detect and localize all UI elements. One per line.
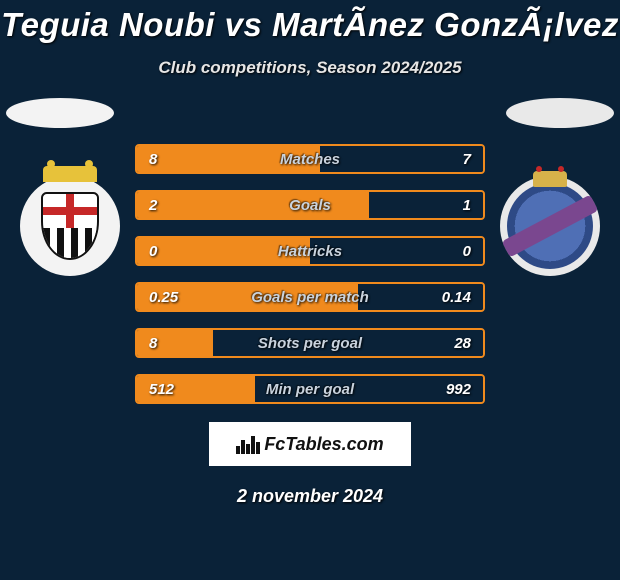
stat-value-left: 0 [137, 238, 169, 264]
crest-right-badge [507, 183, 593, 269]
stat-value-right: 0.14 [430, 284, 483, 310]
stat-row: 21Goals [135, 190, 485, 220]
stat-value-right: 1 [451, 192, 483, 218]
stat-value-left: 8 [137, 146, 169, 172]
stat-value-right: 7 [451, 146, 483, 172]
stat-value-left: 512 [137, 376, 186, 402]
content-root: Teguia Noubi vs MartÃ­nez GonzÃ¡lvez Clu… [0, 0, 620, 580]
crest-left-bg [20, 176, 120, 276]
stat-row: 00Hattricks [135, 236, 485, 266]
stats-table: 87Matches21Goals00Hattricks0.250.14Goals… [135, 144, 485, 404]
date-text: 2 november 2024 [0, 486, 620, 507]
stat-value-right: 992 [434, 376, 483, 402]
stat-row: 87Matches [135, 144, 485, 174]
stat-row: 0.250.14Goals per match [135, 282, 485, 312]
subtitle: Club competitions, Season 2024/2025 [0, 58, 620, 78]
stat-value-right: 28 [442, 330, 483, 356]
stat-value-left: 0.25 [137, 284, 190, 310]
page-title: Teguia Noubi vs MartÃ­nez GonzÃ¡lvez [0, 0, 620, 44]
fctables-logo: FcTables.com [207, 420, 413, 468]
player-right-oval [506, 98, 614, 128]
player-left-oval [6, 98, 114, 128]
stat-value-left: 8 [137, 330, 169, 356]
stat-fill-left [137, 192, 369, 218]
club-crest-left [20, 176, 120, 276]
stat-value-left: 2 [137, 192, 169, 218]
crest-right-bg [500, 176, 600, 276]
crest-left-shield [41, 192, 99, 260]
club-crest-right [500, 176, 600, 276]
bar-chart-icon [236, 434, 260, 454]
hero-row [0, 96, 620, 136]
fctables-logo-text: FcTables.com [264, 434, 383, 455]
stat-row: 828Shots per goal [135, 328, 485, 358]
crest-left-crown [43, 166, 97, 182]
stat-value-right: 0 [451, 238, 483, 264]
stat-row: 512992Min per goal [135, 374, 485, 404]
